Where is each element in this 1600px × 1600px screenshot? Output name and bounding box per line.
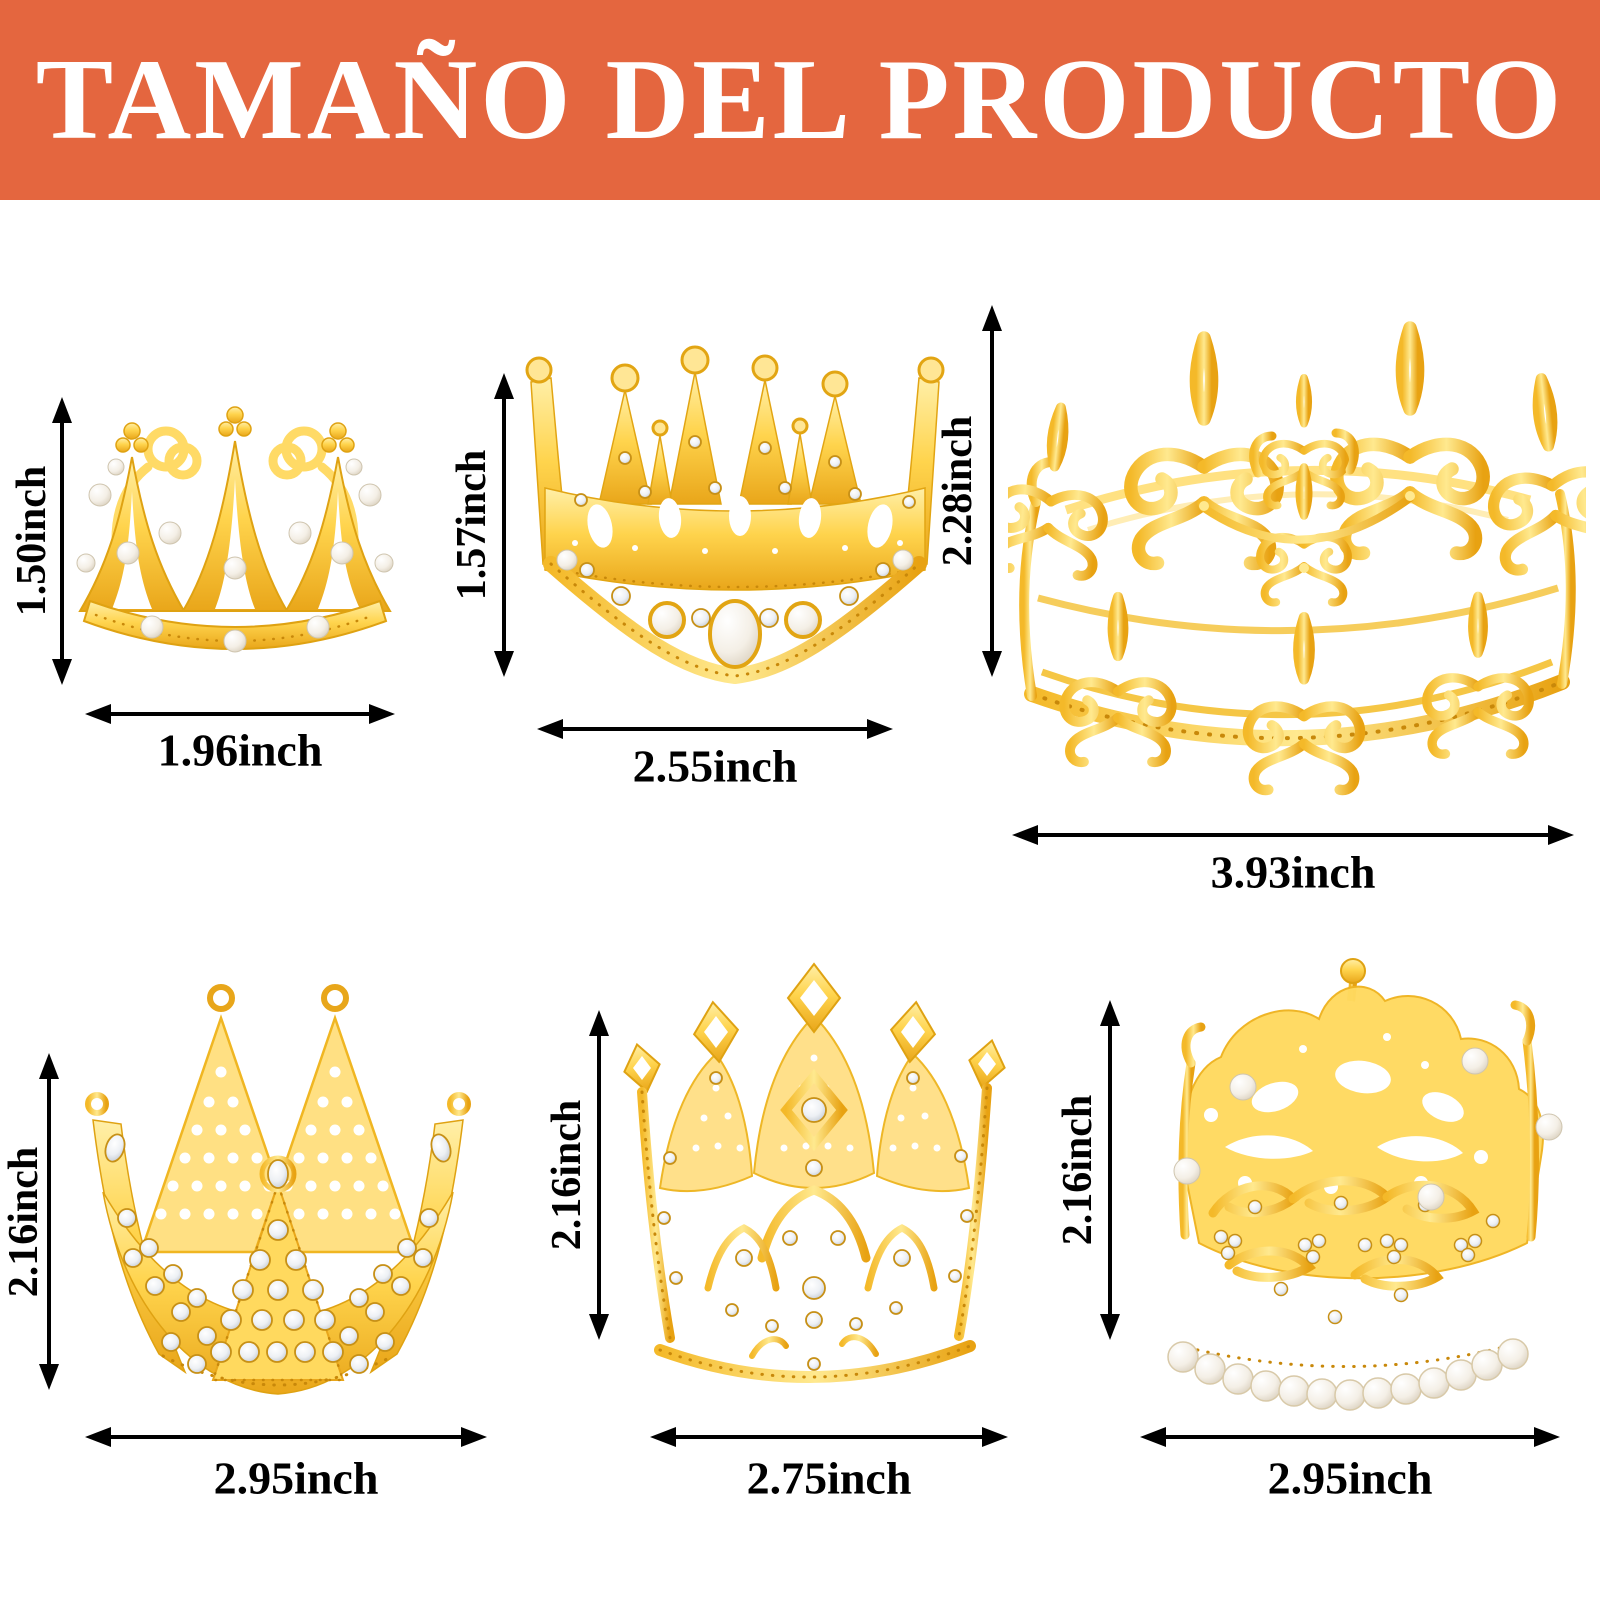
width-dimension-arrow <box>1140 1427 1560 1447</box>
crown-5-art <box>623 962 1006 1384</box>
width-dimension-arrow <box>1012 825 1574 845</box>
width-label: 3.93inch <box>1210 846 1376 898</box>
height-dimension-arrow <box>39 1053 59 1390</box>
crown-4-art <box>85 984 471 1395</box>
width-dimension-arrow <box>537 719 893 739</box>
height-dimension-arrow <box>1100 1000 1120 1340</box>
height-label: 2.16inch <box>544 1099 590 1251</box>
height-label: 2.16inch <box>1055 1094 1101 1246</box>
height-label: 1.50inch <box>9 465 55 617</box>
gold-rhinestone-spike-crown-image <box>63 952 493 1420</box>
height-label: 2.16inch <box>1 1146 47 1298</box>
width-dimension-arrow <box>650 1427 1008 1447</box>
height-label: 1.57inch <box>449 449 495 601</box>
height-label: 2.28inch <box>935 415 981 567</box>
gold-clover-pearl-mini-crown-image <box>70 383 400 693</box>
width-label: 1.96inch <box>157 724 323 776</box>
gold-large-filigree-crown-image <box>1008 268 1586 796</box>
width-label: 2.55inch <box>632 740 798 792</box>
crown-2-art <box>525 345 945 685</box>
width-label: 2.95inch <box>213 1452 379 1504</box>
crown-3-art <box>1008 268 1586 796</box>
height-dimension-arrow <box>52 397 72 685</box>
height-dimension-arrow <box>982 305 1002 677</box>
width-label: 2.75inch <box>746 1452 912 1504</box>
gold-pearl-rhinestone-tiara-crown-image <box>515 338 955 706</box>
width-label: 2.95inch <box>1267 1452 1433 1504</box>
width-dimension-arrow <box>85 1427 487 1447</box>
height-dimension-arrow <box>589 1010 609 1340</box>
page-title: TAMAÑO DEL PRODUCTO <box>35 36 1565 164</box>
gold-pearl-trim-crown-image <box>1125 945 1570 1420</box>
gold-diamond-point-crown-image <box>612 958 1017 1410</box>
width-dimension-arrow <box>85 704 395 724</box>
crown-1-art <box>76 406 394 653</box>
crown-6-art <box>1167 958 1563 1411</box>
title-banner: TAMAÑO DEL PRODUCTO <box>0 0 1600 200</box>
height-dimension-arrow <box>494 373 514 677</box>
